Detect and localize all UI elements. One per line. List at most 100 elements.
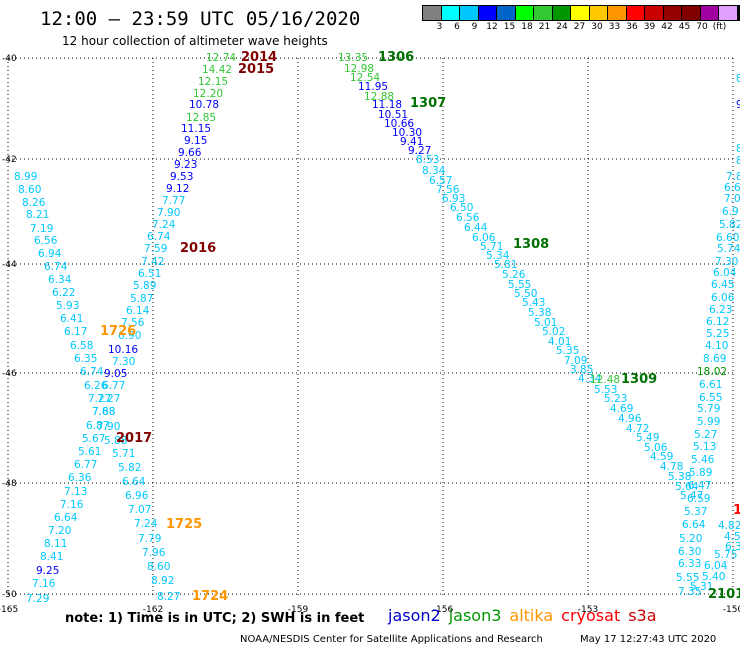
- swh-value: 5.47: [680, 490, 703, 502]
- swh-value: 6.58: [70, 340, 93, 352]
- swh-value: 8.: [736, 155, 740, 167]
- swh-value: 6.77: [102, 380, 125, 392]
- swh-value: 6.06: [711, 292, 735, 304]
- color-scale-label: 30: [591, 22, 603, 32]
- swh-value: 12.20: [193, 88, 223, 100]
- lat-label: -42: [2, 155, 17, 165]
- swh-value: 5.02: [542, 326, 565, 338]
- lat-label: -50: [2, 590, 17, 600]
- swh-value: 6.59: [687, 493, 710, 505]
- swh-value: 6.94: [38, 248, 62, 260]
- swh-value: 6.87: [86, 420, 109, 432]
- color-scale-label: 12: [486, 22, 498, 32]
- swh-value: 6.64: [122, 476, 146, 488]
- swh-value: 9.53: [170, 171, 193, 183]
- swh-value: 3.85: [570, 364, 593, 376]
- lon-label: -156: [433, 605, 454, 615]
- map-subtitle: 12 hour collection of altimeter wave hei…: [62, 34, 328, 48]
- swh-value: 5.71: [480, 241, 503, 253]
- swh-value: 5.61: [78, 446, 101, 458]
- swh-value: 6.61: [699, 379, 722, 391]
- swh-value: 12.54: [350, 72, 380, 84]
- swh-value: 5.75: [714, 549, 737, 561]
- pass-number-label: 2017: [116, 431, 152, 446]
- swh-value: 6.47: [688, 480, 711, 492]
- swh-value: 12.98: [344, 63, 374, 75]
- swh-value: 6.30: [678, 546, 701, 558]
- swh-value: 5.37: [684, 506, 707, 518]
- swh-value: 10.51: [378, 109, 408, 121]
- swh-value: 7.56: [436, 184, 460, 196]
- swh-value: 6.22: [52, 287, 75, 299]
- swh-value: 7.20: [48, 525, 71, 537]
- swh-value: 5.88: [104, 435, 127, 447]
- swh-value: 9.25: [36, 565, 59, 577]
- pass-number-label: 2015: [238, 62, 274, 77]
- swh-value: 5.38: [668, 471, 691, 483]
- legend-mission-jason2: jason2: [388, 606, 441, 625]
- legend-mission-altika: altika: [509, 606, 554, 625]
- swh-value: 6.06: [472, 232, 496, 244]
- swh-value: 8.60: [18, 184, 41, 196]
- swh-value: 5.27: [694, 429, 717, 441]
- swh-value: 6.34: [48, 274, 72, 286]
- swh-value: 6.56: [34, 235, 58, 247]
- color-scale-label: 9: [471, 22, 478, 32]
- swh-value: 6.35: [74, 353, 97, 365]
- swh-value: 4.78: [660, 461, 683, 473]
- swh-value: 5.93: [56, 300, 79, 312]
- swh-value: 5.20: [679, 533, 702, 545]
- mission-legend: jason2 jason3 altika cryosat s3a: [388, 606, 665, 625]
- swh-value: 7.35: [678, 586, 701, 598]
- swh-value: 7.56: [121, 317, 145, 329]
- swh-value: 10.66: [384, 118, 414, 130]
- swh-value: 5.74: [717, 243, 740, 255]
- swh-values: 8.998.608.268.217.196.566.946.746.346.22…: [14, 52, 740, 605]
- lon-label: -165: [0, 605, 18, 615]
- swh-value: 6.3: [725, 541, 740, 553]
- swh-value: 7.09: [564, 355, 587, 367]
- swh-value: 5.25: [706, 328, 729, 340]
- swh-value: 12.85: [186, 112, 216, 124]
- swh-value: 10.78: [189, 99, 219, 111]
- swh-value: 6.14: [126, 305, 150, 317]
- swh-value: 10.30: [392, 127, 422, 139]
- units-note: note: 1) Time is in UTC; 2) SWH is in fe…: [65, 611, 365, 626]
- legend-mission-cryosat: cryosat: [561, 606, 621, 625]
- swh-value: 5.26: [502, 269, 526, 281]
- axis-labels: -40 -42 -44 -46 -48 -50 -165 -162 -159 -156 -153 -1…: [0, 54, 740, 615]
- color-scale-label: 21: [538, 22, 551, 32]
- swh-value: 5.38: [528, 307, 551, 319]
- swh-value: 6.64: [54, 512, 78, 524]
- swh-value: 5.71: [112, 448, 135, 460]
- swh-value: 7.24: [152, 219, 176, 231]
- swh-value: 6.26: [84, 380, 108, 392]
- swh-value: 4.96: [618, 413, 642, 425]
- swh-value: 5.89: [689, 467, 712, 479]
- swh-value: 12.88: [364, 91, 394, 103]
- swh-value: 7.79: [138, 533, 161, 545]
- swh-value: 7.27: [88, 393, 111, 405]
- swh-value: 5.46: [691, 454, 715, 466]
- swh-value: 8.34: [422, 165, 446, 177]
- swh-value: 8.: [736, 143, 740, 155]
- swh-value: 6.44: [464, 222, 488, 234]
- swh-value: 5.13: [693, 441, 716, 453]
- swh-value: 5.35: [556, 345, 579, 357]
- color-scale-label: 27: [573, 22, 586, 32]
- color-scale-label: (ft): [712, 22, 727, 32]
- lon-label: -159: [288, 605, 309, 615]
- swh-value: 9.27: [408, 145, 431, 157]
- swh-value: 5.89: [133, 280, 156, 292]
- swh-value: 5.55: [508, 279, 531, 291]
- swh-value: 6.12: [706, 316, 729, 328]
- credit-line: NOAA/NESDIS Center for Satellite Applica…: [240, 634, 543, 645]
- swh-value: 7.0: [724, 193, 740, 205]
- swh-value: 7.29: [26, 593, 49, 605]
- swh-value: 8.27: [157, 591, 180, 603]
- swh-value: 9.66: [178, 147, 202, 159]
- swh-value: 6.57: [429, 175, 452, 187]
- lon-label: -150: [723, 605, 740, 615]
- swh-value: 6.51: [138, 268, 161, 280]
